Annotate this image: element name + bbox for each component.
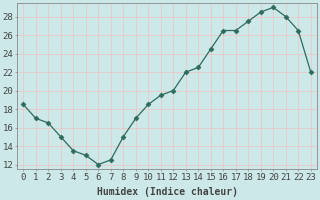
X-axis label: Humidex (Indice chaleur): Humidex (Indice chaleur) — [97, 187, 237, 197]
